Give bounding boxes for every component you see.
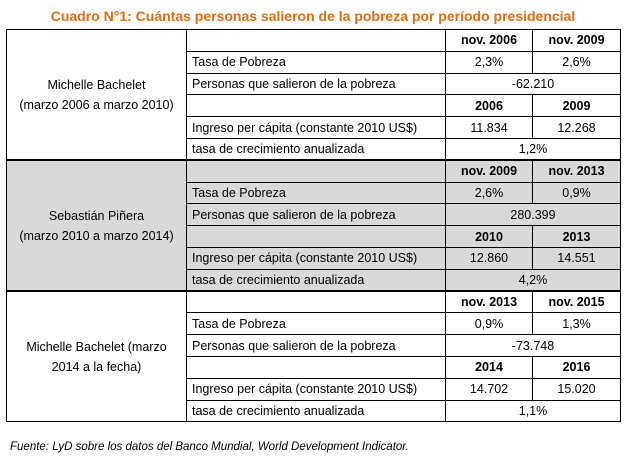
president-cell: Sebastián Piñera (marzo 2010 a marzo 2014… [6,159,187,292]
row-label: Tasa de Pobreza [186,312,446,336]
president-term: (marzo 2010 a marzo 2014) [19,228,174,243]
value-cell: 2,6% [532,50,621,74]
table-row: 2010 2013 [7,225,621,248]
value-cell: 2,6% [445,181,533,205]
row-label: Personas que salieron de la pobreza [186,72,446,96]
value-cell: 1,3% [532,312,621,336]
table-row: Ingreso per cápita (constante 2010 US$) 1… [7,116,621,139]
row-label: Personas que salieron de la pobreza [186,203,446,227]
year-header: nov. 2006 [445,29,533,52]
row-label: tasa de crecimiento anualizada [186,137,446,161]
year-header: 2009 [532,94,621,118]
president-name: Sebastián Piñera [48,208,145,223]
value-cell: 1,1% [445,399,621,423]
row-label: Ingreso per cápita (constante 2010 US$) [186,377,446,401]
row-label: tasa de crecimiento anualizada [186,268,446,292]
value-cell: 15.020 [532,377,621,401]
row-label: Personas que salieron de la pobreza [186,334,446,357]
president-name: Michelle Bachelet (marzo [26,339,167,354]
value-cell: 12.860 [445,246,533,270]
president-term: (marzo 2006 a marzo 2010) [19,97,174,112]
year-header: 2013 [532,225,621,248]
table-row: Tasa de Pobreza 2,3% 2,6% [7,50,621,74]
value-cell: 11.834 [445,116,533,139]
table-row: Tasa de Pobreza 2,6% 0,9% [7,181,621,205]
period-block: Michelle Bachelet (marzo 2006 a marzo 201… [6,29,621,161]
empty-cell [186,355,446,379]
value-cell: 2,3% [445,50,533,74]
value-cell: -73.748 [445,334,621,357]
value-cell: 280.399 [445,203,621,227]
row-label: Ingreso per cápita (constante 2010 US$) [186,246,446,270]
table-row: Personas que salieron de la pobreza -62.2… [7,72,621,96]
row-label: Tasa de Pobreza [186,50,446,74]
table-row: Michelle Bachelet (marzo 2006 a marzo 201… [6,29,621,161]
year-header: nov. 2009 [445,159,533,183]
table-row: 2006 2009 [7,94,621,118]
row-label: Ingreso per cápita (constante 2010 US$) [186,116,446,139]
value-cell: 14.551 [532,246,621,270]
president-name: Michelle Bachelet [47,77,146,92]
table-row: Personas que salieron de la pobreza 280.3… [7,203,621,227]
period-block: Sebastián Piñera (marzo 2010 a marzo 2014… [6,159,621,292]
row-label: Tasa de Pobreza [186,181,446,205]
president-term: 2014 a la fecha) [51,359,142,374]
empty-cell [186,159,446,183]
table-row: Ingreso per cápita (constante 2010 US$) 1… [7,377,621,401]
empty-cell [186,290,446,314]
year-header: 2010 [445,225,533,248]
row-label: tasa de crecimiento anualizada [186,399,446,423]
table-row: Sebastián Piñera (marzo 2010 a marzo 2014… [6,159,621,292]
year-header: 2016 [532,355,621,379]
table-row: tasa de crecimiento anualizada 1,1% [7,399,621,423]
year-header: 2014 [445,355,533,379]
president-cell: Michelle Bachelet (marzo 2014 a la fecha) [6,290,187,423]
president-cell: Michelle Bachelet (marzo 2006 a marzo 201… [6,29,187,161]
empty-cell [186,225,446,248]
value-cell: 1,2% [445,137,621,161]
value-cell: 12.268 [532,116,621,139]
value-cell: -62.210 [445,72,621,96]
year-header: nov. 2013 [445,290,533,314]
table-row: 2014 2016 [7,355,621,379]
table-title: Cuadro N°1: Cuántas personas salieron de… [50,8,576,24]
value-cell: 0,9% [445,312,533,336]
value-cell: 14.702 [445,377,533,401]
empty-cell [186,94,446,118]
year-header: nov. 2013 [532,159,621,183]
empty-cell [186,29,446,52]
poverty-table: Michelle Bachelet (marzo 2006 a marzo 201… [6,29,621,423]
year-header: 2006 [445,94,533,118]
year-header: nov. 2009 [532,29,621,52]
period-block: Michelle Bachelet (marzo 2014 a la fecha)… [6,290,621,423]
table-row: tasa de crecimiento anualizada 4,2% [7,268,621,292]
year-header: nov. 2015 [532,290,621,314]
table-row: Michelle Bachelet (marzo 2014 a la fecha)… [6,290,621,423]
source-note: Fuente: LyD sobre los datos del Banco Mu… [10,441,409,453]
table-row: Tasa de Pobreza 0,9% 1,3% [7,312,621,336]
value-cell: 4,2% [445,268,621,292]
value-cell: 0,9% [532,181,621,205]
